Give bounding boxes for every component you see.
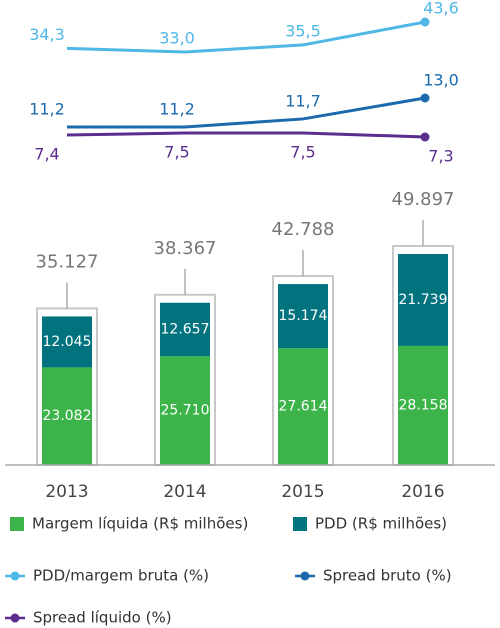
- legend-label: Margem líquida (R$ milhões): [32, 515, 248, 533]
- line: [67, 96, 426, 129]
- line-value-label: 7,5: [164, 143, 189, 162]
- legend-dot: [300, 571, 310, 581]
- bar-value-label: 12.657: [161, 322, 210, 338]
- x-tick-label: 2016: [401, 482, 444, 502]
- legend-dot: [10, 571, 20, 581]
- legend-swatch: [10, 517, 24, 531]
- bar-value-label: 21.739: [399, 292, 448, 308]
- bar-value-label: 23.082: [43, 408, 92, 424]
- bar-value-label: 12.045: [43, 334, 92, 350]
- bar: [42, 367, 92, 465]
- x-tick-label: 2015: [281, 482, 324, 502]
- line-value-label: 7,3: [428, 147, 453, 166]
- total-label: 42.788: [272, 219, 335, 240]
- line-value-label: 11,2: [29, 100, 65, 119]
- bar-value-label: 25.710: [161, 403, 210, 419]
- legend-label: PDD (R$ milhões): [315, 515, 447, 533]
- line-point: [420, 17, 430, 27]
- line-point: [420, 132, 430, 142]
- bar: [398, 345, 448, 465]
- line-value-label: 13,0: [423, 71, 459, 90]
- bar-value-label: 15.174: [279, 308, 328, 324]
- total-label: 35.127: [36, 251, 99, 272]
- bar: [398, 254, 448, 346]
- bar: [160, 356, 210, 465]
- legend-label: Spread bruto (%): [323, 567, 452, 585]
- line: [66, 131, 426, 139]
- legend-dot: [10, 613, 20, 623]
- bar-value-label: 28.158: [399, 397, 448, 413]
- total-label: 38.367: [154, 238, 217, 259]
- legend-swatch: [293, 517, 307, 531]
- line: [66, 20, 426, 54]
- line-point: [420, 93, 430, 103]
- line-value-label: 34,3: [29, 25, 65, 44]
- line-value-label: 35,5: [285, 21, 321, 40]
- bar: [42, 316, 92, 368]
- bar: [160, 302, 210, 357]
- bar-value-label: 27.614: [279, 399, 328, 415]
- line-value-label: 33,0: [159, 29, 195, 48]
- total-label: 49.897: [392, 189, 455, 210]
- x-tick-label: 2013: [45, 482, 88, 502]
- line-value-label: 7,4: [34, 145, 59, 164]
- bar: [278, 284, 328, 349]
- line-value-label: 7,5: [290, 143, 315, 162]
- bar: [278, 348, 328, 465]
- legend-label: Spread líquido (%): [33, 609, 172, 627]
- line-value-label: 43,6: [423, 0, 459, 18]
- line-value-label: 11,2: [159, 100, 195, 119]
- x-tick-label: 2014: [163, 482, 206, 502]
- legend-label: PDD/margem bruta (%): [33, 567, 209, 585]
- line-value-label: 11,7: [285, 91, 321, 110]
